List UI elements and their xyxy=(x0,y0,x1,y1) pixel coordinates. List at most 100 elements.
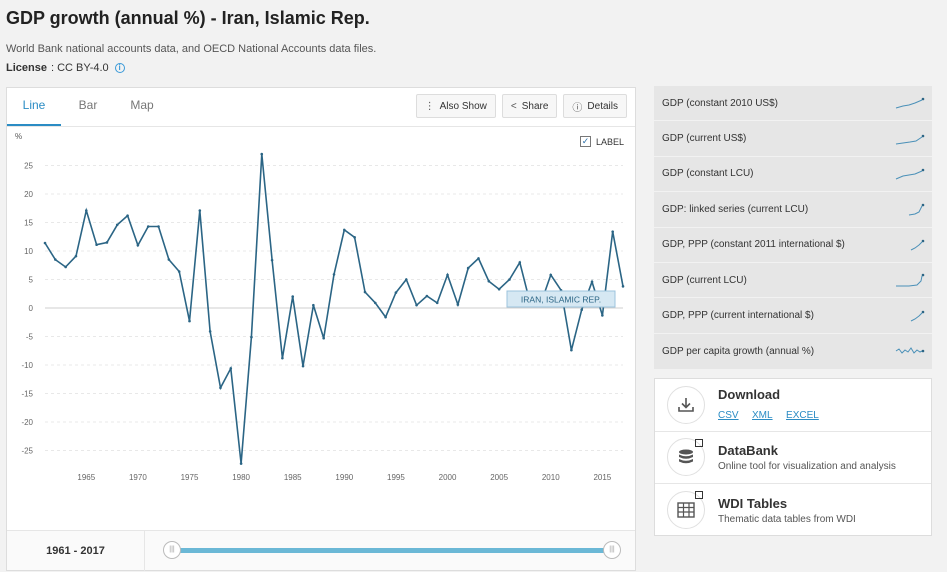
data-point xyxy=(250,335,253,339)
data-point xyxy=(477,257,480,260)
slider-handle-end[interactable]: ||| xyxy=(603,541,621,559)
y-tick-label: 10 xyxy=(24,247,33,256)
x-tick-label: 1970 xyxy=(129,473,147,482)
data-point xyxy=(177,270,181,273)
license-value: : CC BY-4.0 xyxy=(50,62,109,74)
checkbox-icon[interactable]: ✓ xyxy=(580,136,591,147)
sparkline-icon xyxy=(908,204,925,216)
indicator-label: GDP per capita growth (annual %) xyxy=(662,345,815,357)
source-text: World Bank national accounts data, and O… xyxy=(6,43,377,55)
indicator-item[interactable]: GDP per capita growth (annual %) xyxy=(654,334,932,369)
indicator-label: GDP (constant 2010 US$) xyxy=(662,97,778,109)
indicator-item[interactable]: GDP: linked series (current LCU) xyxy=(654,192,932,228)
data-point xyxy=(146,225,150,228)
indicator-item[interactable]: GDP, PPP (current international $) xyxy=(654,298,932,334)
data-point xyxy=(239,462,243,465)
indicator-item[interactable]: GDP, PPP (constant 2011 international $) xyxy=(654,228,932,263)
info-icon[interactable]: i xyxy=(114,63,125,73)
indicator-label: GDP (current US$) xyxy=(662,133,747,145)
external-link-icon xyxy=(695,438,703,447)
indicator-item[interactable]: GDP (constant 2010 US$) xyxy=(654,86,932,122)
range-slider-track[interactable] xyxy=(173,548,613,553)
data-point xyxy=(188,319,191,323)
data-point xyxy=(43,241,47,245)
data-point xyxy=(415,303,418,307)
data-point xyxy=(64,265,67,269)
y-tick-label: -15 xyxy=(21,390,33,399)
data-point xyxy=(353,236,356,239)
wdi-title: WDI Tables xyxy=(718,495,788,511)
series-line xyxy=(44,154,624,464)
data-point xyxy=(301,364,305,368)
x-tick-label: 2000 xyxy=(439,473,457,482)
data-point xyxy=(497,287,501,291)
tab-line[interactable]: Line xyxy=(7,88,61,126)
data-point xyxy=(95,243,98,247)
x-tick-label: 1965 xyxy=(77,473,95,482)
xml-link[interactable]: XML xyxy=(752,409,773,421)
data-point xyxy=(435,301,439,305)
y-tick-label: 5 xyxy=(29,276,34,285)
chart-toolbar: ⋮ Also Show < Share ⓘ Details xyxy=(415,94,627,118)
share-button[interactable]: < Share xyxy=(501,94,558,118)
indicator-item[interactable]: GDP (current LCU) xyxy=(654,263,932,299)
data-point xyxy=(549,273,553,277)
data-point xyxy=(611,230,614,233)
sparkline-icon xyxy=(896,273,925,287)
download-icon[interactable] xyxy=(667,385,705,424)
excel-link[interactable]: EXCEL xyxy=(786,409,819,421)
tab-bar[interactable]: Bar xyxy=(78,98,98,112)
data-point xyxy=(580,308,584,312)
wdi-section[interactable]: WDI Tables Thematic data tables from WDI xyxy=(655,484,931,537)
y-axis-label: % xyxy=(15,132,22,141)
data-point xyxy=(343,228,346,232)
y-tick-label: -25 xyxy=(21,447,33,456)
databank-section[interactable]: DataBank Online tool for visualization a… xyxy=(655,432,931,485)
table-icon xyxy=(667,491,705,530)
data-point xyxy=(590,280,594,284)
range-bar: 1961 - 2017 ||| ||| xyxy=(7,530,635,571)
data-point xyxy=(425,294,429,298)
slider-handle-start[interactable]: ||| xyxy=(163,541,181,559)
data-point xyxy=(167,258,171,261)
range-label: 1961 - 2017 xyxy=(7,531,145,571)
sparkline-icon xyxy=(895,347,925,355)
data-point xyxy=(74,254,78,258)
data-point xyxy=(270,258,274,262)
series-label-box xyxy=(506,290,616,308)
csv-link[interactable]: CSV xyxy=(718,409,739,421)
data-point xyxy=(219,386,222,390)
database-icon xyxy=(667,438,705,477)
databank-title: DataBank xyxy=(718,442,778,458)
label-toggle[interactable]: ✓ LABEL xyxy=(580,136,624,147)
indicator-item[interactable]: GDP (current US$) xyxy=(654,121,932,157)
details-button[interactable]: ⓘ Details xyxy=(563,94,627,118)
data-point xyxy=(518,261,522,264)
tab-map[interactable]: Map xyxy=(130,98,154,112)
license-label: License xyxy=(6,62,47,74)
info-circle-icon: ⓘ xyxy=(572,102,583,114)
resources-panel: Download CSV XML EXCEL DataBank Online t… xyxy=(654,378,932,536)
y-tick-label: 20 xyxy=(24,190,33,199)
data-point xyxy=(394,291,398,294)
page-title: GDP growth (annual %) - Iran, Islamic Re… xyxy=(6,8,370,28)
related-indicators: GDP (constant 2010 US$) GDP (current US$… xyxy=(654,86,932,369)
indicator-item[interactable]: GDP (constant LCU) xyxy=(654,157,932,193)
data-point xyxy=(260,152,264,156)
data-point xyxy=(126,214,129,217)
x-tick-label: 1985 xyxy=(284,473,302,482)
data-point xyxy=(363,290,367,294)
data-point xyxy=(105,241,109,244)
data-point xyxy=(466,266,470,270)
data-point xyxy=(487,279,491,283)
series-label: IRAN, ISLAMIC REP. xyxy=(521,295,601,305)
download-title: Download xyxy=(718,386,781,402)
indicator-label: GDP (constant LCU) xyxy=(662,168,754,180)
data-point xyxy=(281,356,284,360)
details-label: Details xyxy=(587,100,618,112)
x-tick-label: 2010 xyxy=(542,473,560,482)
also-show-label: Also Show xyxy=(439,100,487,112)
also-show-button[interactable]: ⋮ Also Show xyxy=(415,94,496,118)
data-point xyxy=(446,273,449,277)
x-tick-label: 1975 xyxy=(181,473,199,482)
